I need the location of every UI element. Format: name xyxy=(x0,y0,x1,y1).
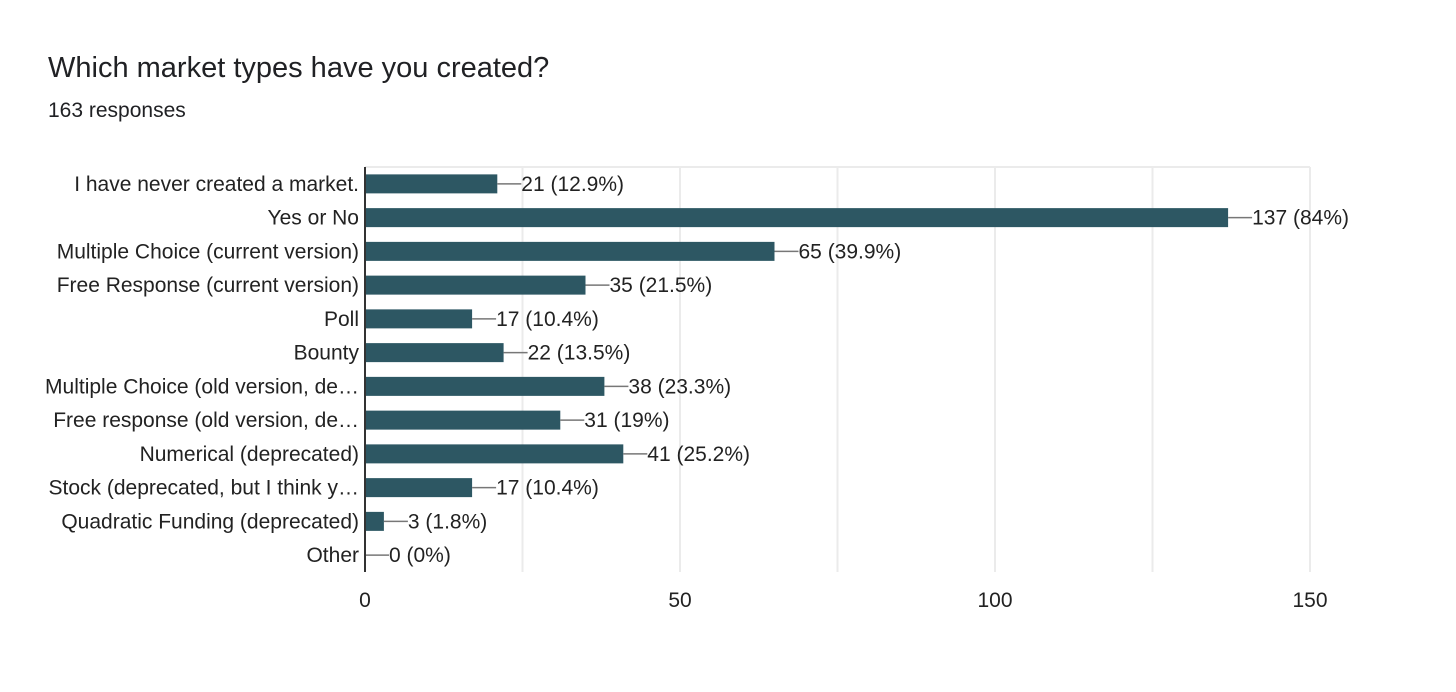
category-label: Multiple Choice (current version) xyxy=(57,240,359,263)
bar xyxy=(365,343,504,363)
bar xyxy=(365,241,775,261)
x-tick-label: 150 xyxy=(1292,589,1327,612)
category-label: Free Response (current version) xyxy=(57,274,359,297)
category-label: Bounty xyxy=(294,342,360,365)
data-label: 21 (12.9%) xyxy=(521,173,624,196)
bar xyxy=(365,478,473,498)
data-label: 0 (0%) xyxy=(389,544,451,567)
bar xyxy=(365,410,561,430)
category-label: Free response (old version, de… xyxy=(53,409,359,432)
category-label: Yes or No xyxy=(268,207,359,230)
category-label: Multiple Choice (old version, de… xyxy=(45,375,359,398)
data-label: 137 (84%) xyxy=(1252,207,1349,230)
category-label: Numerical (deprecated) xyxy=(140,443,359,466)
x-tick-label: 50 xyxy=(668,589,691,612)
category-label: I have never created a market. xyxy=(74,173,359,196)
bar xyxy=(365,208,1229,228)
bar xyxy=(365,275,586,295)
data-label: 17 (10.4%) xyxy=(496,308,599,331)
category-label: Quadratic Funding (deprecated) xyxy=(61,510,359,533)
x-tick-label: 0 xyxy=(359,589,371,612)
x-tick-label: 100 xyxy=(977,589,1012,612)
bar xyxy=(365,376,605,396)
data-label: 35 (21.5%) xyxy=(610,274,713,297)
data-label: 17 (10.4%) xyxy=(496,477,599,500)
bar xyxy=(365,511,384,531)
data-label: 41 (25.2%) xyxy=(647,443,750,466)
response-count: 163 responses xyxy=(48,99,186,122)
question-title: Which market types have you created? xyxy=(48,52,550,84)
data-label: 65 (39.9%) xyxy=(799,240,902,263)
bar xyxy=(365,309,473,329)
bar xyxy=(365,174,498,194)
category-label: Poll xyxy=(324,308,359,331)
data-label: 31 (19%) xyxy=(584,409,669,432)
category-label: Stock (deprecated, but I think y… xyxy=(49,477,360,500)
data-label: 38 (23.3%) xyxy=(628,375,731,398)
category-label: Other xyxy=(306,544,359,567)
data-label: 22 (13.5%) xyxy=(528,342,631,365)
bar xyxy=(365,444,624,464)
data-label: 3 (1.8%) xyxy=(408,510,487,533)
